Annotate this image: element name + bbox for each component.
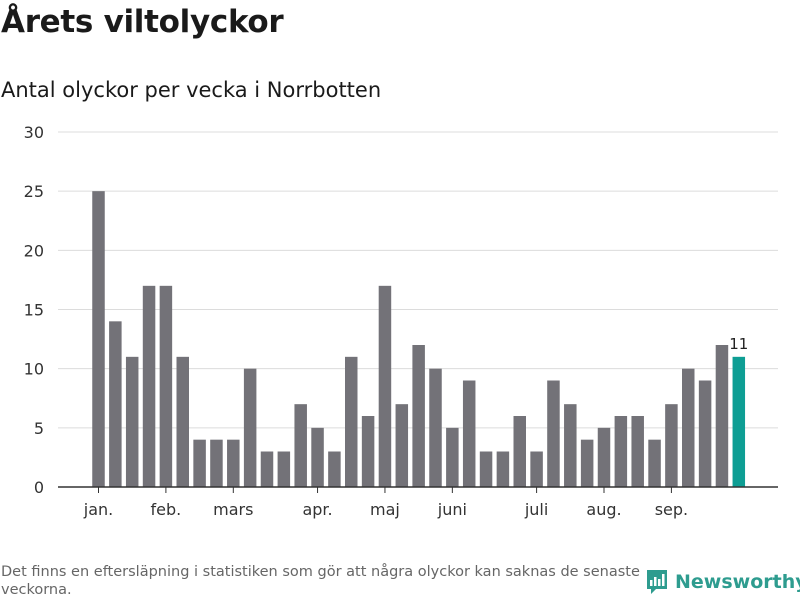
bar (597, 427, 611, 487)
bar (260, 451, 274, 487)
bar (243, 368, 257, 487)
bar (159, 285, 173, 487)
bar (479, 451, 493, 487)
bar (345, 356, 358, 487)
bar (496, 451, 510, 487)
bar (328, 451, 341, 487)
bar (361, 416, 375, 487)
bar (395, 404, 409, 487)
bar (715, 345, 729, 487)
x-tick-label: sep. (655, 500, 688, 519)
bar (614, 416, 628, 487)
x-tick-label: jan. (83, 500, 113, 519)
bar (446, 427, 459, 487)
x-tick-label: juni (437, 500, 467, 519)
x-tick-label: juli (524, 500, 548, 519)
y-tick-label: 30 (24, 123, 44, 142)
bar (92, 191, 105, 488)
bar (227, 439, 240, 487)
bar (665, 404, 678, 487)
x-tick-label: apr. (302, 500, 332, 519)
bar (210, 439, 223, 487)
highlight-data-label: 11 (729, 335, 748, 353)
y-tick-label: 15 (24, 301, 44, 320)
bar (513, 416, 526, 487)
bar (648, 439, 661, 487)
footnote: Det finns en eftersläpning i statistiken… (1, 564, 640, 598)
y-tick-label: 10 (24, 360, 44, 379)
x-tick-label: maj (370, 500, 400, 519)
bar (412, 345, 425, 487)
bar (378, 285, 392, 487)
bar (547, 380, 560, 487)
bar-chart: 0 5 10 15 20 25 30 jan. feb. mars apr. maj juni juli… (24, 123, 778, 519)
bars (92, 191, 746, 488)
x-tick-label: mars (213, 500, 253, 519)
bar (193, 439, 206, 487)
bar (631, 416, 644, 487)
y-tick-label: 25 (24, 182, 44, 201)
x-tick-label: aug. (586, 500, 621, 519)
y-tick-label: 0 (34, 478, 44, 497)
bar (125, 356, 139, 487)
bar (682, 368, 695, 487)
x-tick-label: feb. (151, 500, 182, 519)
y-tick-label: 5 (34, 419, 44, 438)
bar (277, 451, 291, 487)
bar (294, 404, 307, 487)
chart-title: Årets viltolyckor (1, 4, 284, 40)
bar (564, 404, 577, 487)
newsworthy-logo-icon (647, 570, 667, 594)
bar (698, 380, 712, 487)
y-tick-label: 20 (24, 241, 44, 260)
bar (462, 380, 476, 487)
newsworthy-logo: Newsworthy (645, 568, 800, 596)
bar (176, 356, 189, 487)
bar (580, 439, 594, 487)
brand-name: Newsworthy (675, 571, 800, 593)
bar (142, 285, 156, 487)
x-axis-ticks: jan. feb. mars apr. maj juni juli aug. sep. (83, 487, 688, 519)
bar-highlight (732, 356, 746, 487)
bar (311, 427, 324, 487)
chart-subtitle: Antal olyckor per vecka i Norrbotten (1, 78, 382, 102)
bar (429, 368, 442, 487)
bar (109, 321, 122, 487)
bar (530, 451, 543, 487)
y-axis-ticks: 0 5 10 15 20 25 30 (24, 123, 44, 497)
